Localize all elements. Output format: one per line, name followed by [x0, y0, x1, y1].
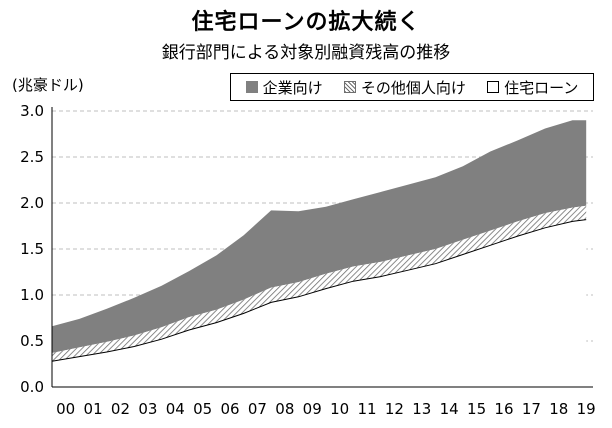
- x-tick-label: 09: [303, 400, 322, 418]
- area-other-personal: [52, 205, 587, 362]
- x-tick-label: 05: [193, 400, 212, 418]
- x-tick-label: 03: [138, 400, 157, 418]
- x-tick-label: 02: [111, 400, 130, 418]
- x-tick-label: 13: [412, 400, 431, 418]
- y-tick-label: 1.5: [20, 240, 44, 258]
- x-tick-label: 06: [221, 400, 240, 418]
- legend-item-corporate: 企業向け: [245, 77, 323, 98]
- x-tick-label: 19: [577, 400, 596, 418]
- legend-swatch-corporate: [245, 81, 258, 93]
- legend-swatch-other-personal: [343, 81, 356, 93]
- chart-title: 住宅ローンの拡大続く: [191, 10, 421, 35]
- y-tick-label: 2.0: [20, 194, 44, 212]
- legend: 企業向け その他個人向け 住宅ローン: [230, 73, 594, 101]
- legend-item-other-personal: その他個人向け: [343, 77, 466, 98]
- x-tick-label: 16: [494, 400, 513, 418]
- x-tick-label: 14: [440, 400, 459, 418]
- x-tick-label: 17: [522, 400, 541, 418]
- x-tick-label: 00: [56, 400, 75, 418]
- legend-item-mortgage: 住宅ローン: [487, 77, 578, 98]
- y-axis-unit-label: (兆豪ドル): [12, 76, 84, 94]
- x-tick-label: 01: [84, 400, 103, 418]
- legend-swatch-mortgage: [487, 81, 500, 93]
- y-tick-label: 3.0: [20, 102, 44, 120]
- y-tick-label: 0.0: [20, 378, 44, 396]
- area-mortgage: [52, 219, 587, 387]
- x-tick-label: 15: [467, 400, 486, 418]
- x-tick-label: 18: [549, 400, 568, 418]
- legend-label-mortgage: 住宅ローン: [504, 78, 579, 97]
- chart-subtitle: 銀行部門による対象別融資残高の推移: [161, 43, 451, 63]
- area-corporate: [52, 120, 587, 353]
- x-tick-label: 07: [248, 400, 267, 418]
- line-mortgage: [51, 219, 587, 362]
- legend-label-other-personal: その他個人向け: [360, 78, 466, 97]
- y-tick-label: 1.0: [20, 286, 44, 304]
- x-tick-label: 10: [330, 400, 349, 418]
- y-tick-label: 0.5: [20, 332, 44, 350]
- x-tick-label: 12: [385, 400, 404, 418]
- x-tick-label: 11: [357, 400, 376, 418]
- y-tick-label: 2.5: [20, 148, 44, 166]
- x-tick-label: 04: [166, 400, 185, 418]
- x-tick-label: 08: [275, 400, 294, 418]
- legend-label-corporate: 企業向け: [262, 78, 323, 97]
